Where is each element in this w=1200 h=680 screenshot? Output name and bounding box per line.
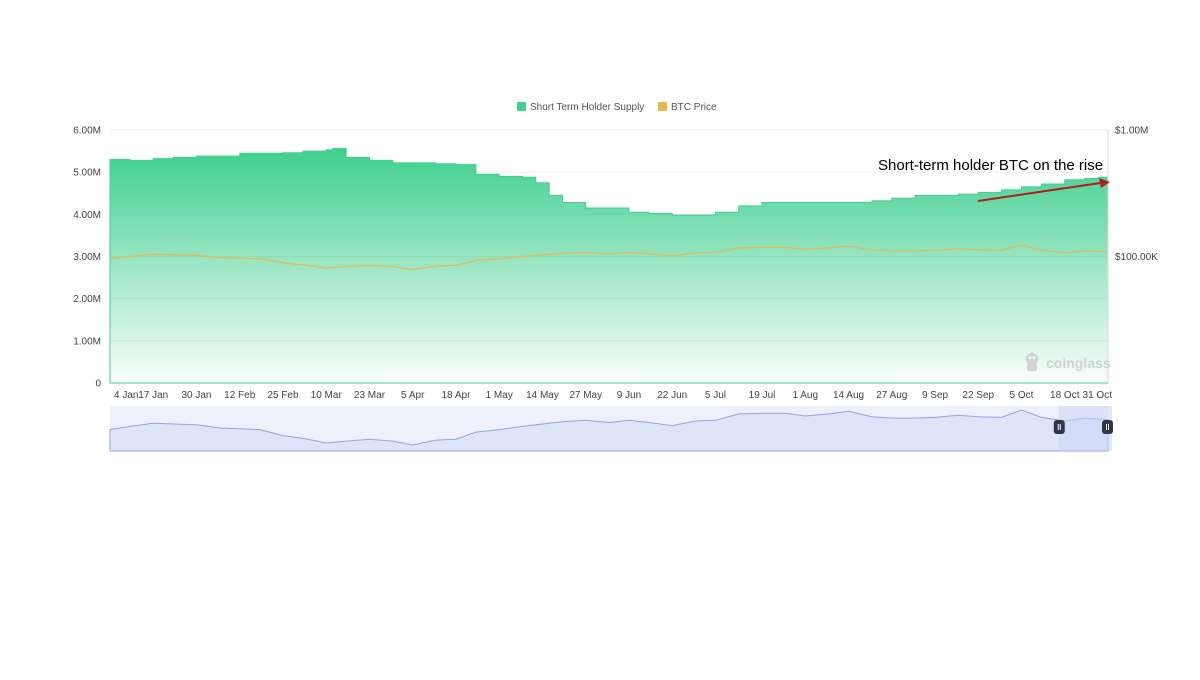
supply-area (109, 148, 1109, 384)
coinglass-logo-icon (1026, 353, 1038, 371)
legend: Short Term Holder Supply BTC Price (517, 102, 717, 113)
x-tick-label: 30 Jan (181, 390, 211, 401)
x-tick-label: 22 Sep (962, 390, 994, 401)
navigator-preview-area (109, 409, 1109, 452)
navigator-left-handle[interactable] (1053, 420, 1065, 434)
y-left-tick-label: 4.00M (73, 210, 101, 221)
x-tick-label: 17 Jan (138, 390, 168, 401)
y-left-tick-label: 0 (95, 379, 101, 390)
watermark: coinglass (1026, 353, 1111, 371)
x-tick-label: 27 Aug (876, 390, 907, 401)
x-tick-label: 5 Jul (705, 390, 726, 401)
legend-label-price[interactable]: BTC Price (671, 102, 717, 113)
y-axis-left: 0 1.00M 2.00M 3.00M 4.00M 5.00M 6.00M (73, 126, 101, 390)
price-line (109, 244, 1109, 271)
annotation: Short-term holder BTC on the rise (878, 157, 1110, 202)
supply-area-path (109, 148, 1109, 384)
x-tick-label: 22 Jun (657, 390, 687, 401)
x-tick-label: 1 May (486, 390, 513, 401)
x-tick-label: 10 Mar (311, 390, 343, 401)
y-right-tick-label: $1.00M (1115, 126, 1148, 137)
navigator-right-handle[interactable] (1102, 420, 1113, 434)
watermark-text: coinglass (1046, 355, 1111, 371)
x-tick-label: 5 Apr (401, 390, 425, 401)
legend-swatch-supply[interactable] (517, 102, 526, 111)
x-tick-label: 14 Aug (833, 390, 864, 401)
annotation-arrowhead (1099, 178, 1110, 188)
x-tick-label: 4 Jan (114, 390, 138, 401)
x-tick-label: 9 Jun (617, 390, 641, 401)
x-tick-label: 27 May (569, 390, 602, 401)
x-tick-label: 18 Apr (442, 390, 472, 401)
x-tick-label: 19 Jul (749, 390, 776, 401)
x-tick-label: 18 Oct (1050, 390, 1080, 401)
legend-label-supply[interactable]: Short Term Holder Supply (530, 102, 644, 113)
y-axis-right: $100.00K $1.00M (1115, 126, 1158, 264)
x-tick-label: 23 Mar (354, 390, 386, 401)
x-tick-label: 12 Feb (224, 390, 256, 401)
y-left-tick-label: 2.00M (73, 294, 101, 305)
y-left-tick-label: 5.00M (73, 168, 101, 179)
y-left-tick-label: 1.00M (73, 336, 101, 347)
price-line-path (109, 244, 1109, 271)
x-tick-label: 25 Feb (267, 390, 299, 401)
y-right-tick-label: $100.00K (1115, 252, 1158, 263)
legend-swatch-price[interactable] (658, 102, 667, 111)
x-axis: 4 Jan 17 Jan 30 Jan 12 Feb 25 Feb 10 Mar 23 Ma… (114, 390, 1112, 401)
annotation-text: Short-term holder BTC on the rise (878, 157, 1103, 174)
x-tick-label: 14 May (526, 390, 559, 401)
y-left-tick-label: 6.00M (73, 126, 101, 137)
annotation-arrow (977, 182, 1101, 202)
range-navigator[interactable] (109, 406, 1113, 452)
x-tick-label: 5 Oct (1010, 390, 1034, 401)
y-left-tick-label: 3.00M (73, 252, 101, 263)
x-tick-label: 9 Sep (922, 390, 949, 401)
x-tick-label: 1 Aug (792, 390, 818, 401)
x-tick-label: 31 Oct (1083, 390, 1113, 401)
